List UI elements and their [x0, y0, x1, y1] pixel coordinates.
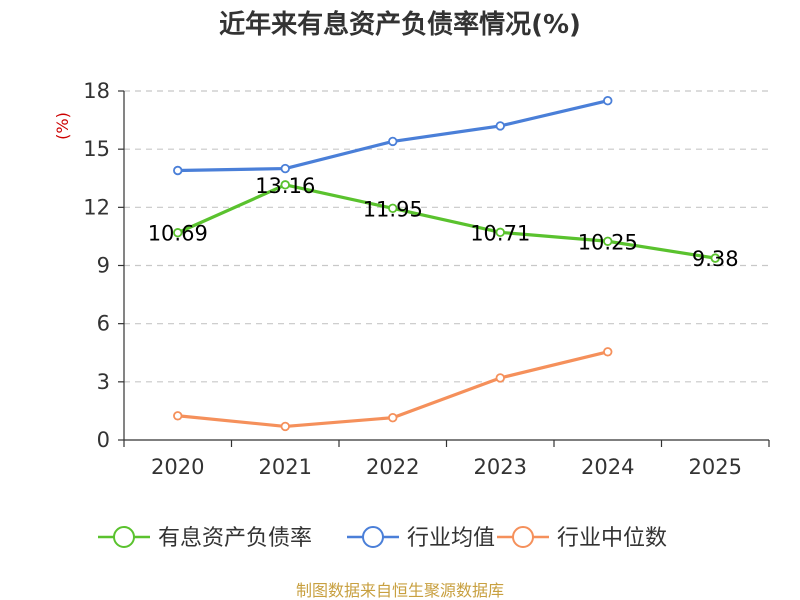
x-tick-label: 2020 [151, 455, 204, 479]
y-tick-label: 6 [97, 312, 110, 336]
x-tick-label: 2025 [689, 455, 742, 479]
x-tick-label: 2024 [581, 455, 634, 479]
data-point[interactable] [603, 347, 613, 357]
data-point[interactable] [280, 421, 290, 432]
y-tick-label: 12 [83, 195, 110, 219]
data-point[interactable] [603, 236, 613, 246]
y-tick-label: 3 [97, 370, 110, 394]
legend-label: 行业均值 [407, 526, 495, 551]
data-label: 11.95 [363, 197, 423, 221]
data-point[interactable] [710, 253, 720, 263]
legend-marker [512, 526, 534, 548]
legend-label: 有息资产负债率 [158, 526, 312, 551]
grid-lines [124, 90, 769, 383]
data-point[interactable] [173, 411, 183, 421]
legend-item[interactable]: 行业均值 [347, 526, 495, 551]
legend[interactable]: 有息资产负债率 行业均值 行业中位数 [98, 526, 667, 551]
data-point[interactable] [388, 413, 398, 423]
x-tick-label: 2022 [366, 455, 419, 479]
data-label: 13.16 [255, 174, 315, 198]
axes: 0 3 6 9 12 15 18 2020 2021 2022 2023 2024 2025 [83, 79, 770, 479]
y-tick-label: 0 [97, 428, 110, 452]
data-point[interactable] [495, 121, 505, 131]
data-point[interactable] [280, 180, 290, 190]
data-point[interactable] [280, 163, 290, 174]
data-label: 10.71 [470, 221, 530, 245]
legend-item[interactable]: 有息资产负债率 [98, 526, 312, 551]
data-point[interactable] [388, 136, 398, 147]
y-tick-label: 18 [83, 79, 110, 103]
data-labels: 10.69 13.16 11.95 10.71 10.25 9.38 [148, 174, 739, 271]
series-line [177, 183, 716, 260]
data-point[interactable] [603, 95, 613, 106]
legend-item[interactable]: 行业中位数 [497, 526, 667, 551]
data-label: 10.69 [148, 222, 208, 246]
legend-marker [113, 526, 135, 548]
series-line [177, 99, 609, 173]
data-point[interactable] [388, 203, 398, 214]
legend-label: 行业中位数 [557, 526, 667, 551]
data-label: 10.25 [578, 230, 638, 254]
data-point[interactable] [495, 227, 505, 238]
y-axis-unit: (%) [53, 112, 72, 140]
y-tick-label: 9 [97, 254, 110, 278]
chart-title: 近年来有息资产负债率情况(%) [219, 9, 581, 40]
data-label: 9.38 [692, 247, 739, 271]
legend-marker [362, 526, 384, 548]
source-note: 制图数据来自恒生聚源数据库 [296, 581, 504, 600]
x-tick-label: 2023 [474, 455, 527, 479]
y-tick-label: 15 [83, 137, 110, 161]
data-point[interactable] [495, 373, 505, 383]
x-tick-label: 2021 [259, 455, 312, 479]
series-lines [173, 95, 720, 432]
data-point[interactable] [173, 165, 183, 176]
data-point[interactable] [173, 228, 183, 238]
